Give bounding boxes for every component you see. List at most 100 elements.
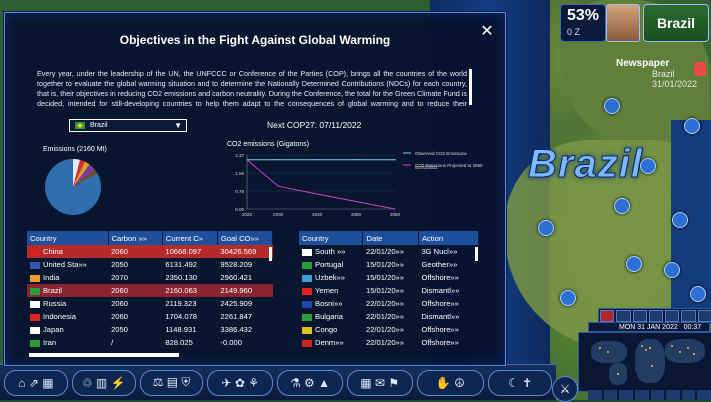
table-row[interactable]: China 2060 10668.097 30426.569 — [27, 245, 273, 258]
carbon-neutrality-cell: 2060 — [108, 245, 163, 258]
current-co2-cell: 1704.078 — [165, 312, 198, 321]
country-button[interactable]: Brazil — [643, 4, 709, 42]
newspaper-date: 31/01/2022 — [652, 79, 698, 89]
map-city-icon[interactable] — [684, 118, 700, 134]
carbon-neutrality-cell: / — [111, 338, 114, 347]
emissions-pie-chart[interactable] — [45, 159, 101, 215]
flag-icon — [302, 313, 312, 321]
toolbar-culture-group[interactable]: ▦ ✉ ⚑ — [346, 369, 413, 396]
military-button[interactable]: ⚔ — [552, 376, 578, 402]
table-row[interactable]: United Sta»» 2050 6131.492 9528.209 — [27, 258, 273, 271]
overlay-buttons[interactable] — [588, 390, 711, 400]
table-row[interactable]: Congo 22/01/20»» Offshore»» — [299, 323, 479, 336]
table-row[interactable]: Denm»» 22/01/20»» Offshore»» — [299, 336, 479, 349]
action-cell: Offshore»» — [421, 325, 459, 334]
toolbar-diplomacy-group[interactable]: ✋ ☮ — [416, 369, 485, 396]
newspaper-icon[interactable] — [694, 62, 706, 76]
table-row[interactable]: Bosni»» 22/01/20»» Offshore»» — [299, 297, 479, 310]
speed-4-button[interactable] — [665, 310, 680, 322]
table-row[interactable]: Uzbek»» 15/01/20»» Offshore»» — [299, 271, 479, 284]
table-row[interactable]: Bulgaria 22/01/20»» Dismantl»» — [299, 310, 479, 323]
flag-icon — [302, 326, 312, 334]
table-row[interactable]: Russia 2060 2119.323 2425.909 — [27, 297, 273, 310]
toolbar-economy-group[interactable]: ⌂ ⇗ ▦ — [4, 369, 68, 396]
carbon-neutrality-cell: 2060 — [111, 312, 128, 321]
country-cell: Japan — [27, 323, 108, 336]
column-header[interactable]: Date — [362, 231, 419, 245]
table-row[interactable]: Portugal 15/01/20»» Geother»» — [299, 258, 479, 271]
pause-button[interactable] — [600, 310, 615, 322]
speed-5-button[interactable] — [681, 310, 696, 322]
column-header[interactable]: Goal CO»» — [217, 231, 274, 245]
speed-2-button[interactable] — [632, 310, 647, 322]
flag-icon — [302, 287, 312, 295]
map-city-icon[interactable] — [614, 198, 630, 214]
time-controls[interactable] — [598, 308, 711, 324]
map-city-icon[interactable] — [560, 290, 576, 306]
column-header[interactable]: Action — [418, 231, 480, 245]
date-text: MON 31 JAN 2022 — [619, 324, 678, 331]
map-city-icon[interactable] — [672, 212, 688, 228]
toolbar-environment-group[interactable]: ♲ ▥ ⚡ — [71, 369, 136, 396]
map-city-icon[interactable] — [626, 256, 642, 272]
table-row[interactable]: Indonesia 2060 1704.078 2261.847 — [27, 310, 273, 323]
table-row[interactable]: Iran/ 828.025 -0.000 — [27, 336, 273, 349]
data-point — [316, 159, 318, 161]
data-point — [277, 159, 279, 161]
toolbar-justice-group[interactable]: ⚖ ▤ ⛨ — [139, 369, 204, 396]
date-cell: 22/01/20»» — [365, 312, 404, 321]
country-cell: United Sta»» — [27, 258, 108, 271]
table-row[interactable]: South »» 22/01/20»» 3G Nucl»» — [299, 245, 479, 258]
description-scrollbar[interactable] — [469, 69, 472, 105]
action-cell: Dismantl»» — [421, 286, 460, 295]
toolbar-research-group[interactable]: ⚗ ⚙ ▲ — [277, 369, 343, 396]
newspaper-title: Newspaper — [616, 58, 670, 69]
flag-icon — [30, 300, 40, 308]
column-header[interactable]: Carbon »» — [108, 231, 163, 245]
country-select[interactable]: Brazil ▼ — [69, 119, 187, 132]
date-cell: 22/01/20»» — [365, 338, 404, 347]
emissions-table-scrollbar[interactable] — [269, 247, 272, 261]
data-point — [277, 185, 279, 187]
approval-indicator[interactable]: 53% 0 Z — [560, 4, 606, 42]
column-header[interactable]: Current C» — [162, 231, 218, 245]
map-city-icon[interactable] — [640, 158, 656, 174]
flag-icon — [302, 300, 312, 308]
table-row[interactable]: Brazil 2060 2160.063 2149.960 — [27, 284, 273, 297]
flag-icon — [30, 313, 40, 321]
country-cell: Bulgaria — [299, 310, 363, 323]
speed-3-button[interactable] — [648, 310, 664, 322]
speed-6-button[interactable] — [697, 310, 711, 322]
flag-icon — [30, 339, 40, 347]
action-cell: Offshore»» — [421, 273, 459, 282]
map-city-icon[interactable] — [604, 98, 620, 114]
data-point — [355, 159, 357, 161]
table-row[interactable]: India 2070 2350.130 2960.421 — [27, 271, 273, 284]
country-cell: Portugal — [299, 258, 363, 271]
leader-avatar[interactable] — [606, 4, 640, 42]
close-icon[interactable]: ✕ — [480, 23, 494, 40]
toolbar-transport-group[interactable]: ✈ ✿ ⚘ — [207, 369, 274, 396]
data-point — [394, 208, 396, 210]
table-row[interactable]: Japan 2050 1148.931 3386.432 — [27, 323, 273, 336]
country-cell: Russia — [27, 297, 108, 310]
column-header[interactable]: Country — [27, 231, 109, 245]
action-cell: Offshore»» — [421, 338, 459, 347]
column-header[interactable]: Country — [299, 231, 364, 245]
play-button[interactable] — [616, 310, 631, 322]
country-cell: South »» — [299, 245, 363, 258]
toolbar-religion-group[interactable]: ☾ ✝ — [488, 369, 552, 396]
newspaper-panel[interactable]: Newspaper Brazil 31/01/2022 — [616, 58, 708, 89]
map-city-icon[interactable] — [690, 286, 706, 302]
emissions-table-hscrollbar[interactable] — [29, 353, 179, 357]
map-city-icon[interactable] — [664, 262, 680, 278]
brazil-flag-icon — [75, 122, 85, 129]
flag-icon — [302, 261, 312, 269]
emissions-label: Emissions (2160 Mt) — [43, 146, 107, 153]
map-city-icon[interactable] — [538, 220, 554, 236]
table-row[interactable]: Yemen 15/01/20»» Dismantl»» — [299, 284, 479, 297]
current-co2-cell: 2160.063 — [162, 284, 218, 297]
actions-table-scrollbar[interactable] — [475, 247, 478, 261]
series-line — [246, 159, 396, 210]
minimap[interactable] — [578, 332, 711, 392]
